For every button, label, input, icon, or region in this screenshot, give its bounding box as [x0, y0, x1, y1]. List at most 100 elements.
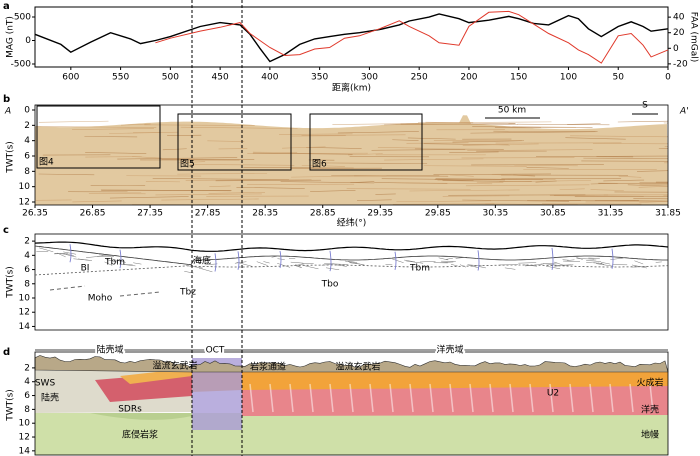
- x-tick-label: 250: [411, 73, 428, 83]
- annotation: 底侵岩浆: [122, 429, 158, 441]
- sediment-reflector: [576, 258, 595, 260]
- sediment-reflector: [631, 264, 647, 269]
- dike: [409, 383, 414, 413]
- reflector: [535, 180, 557, 183]
- dike: [449, 383, 454, 413]
- reflector: [180, 126, 298, 129]
- direction-label: S: [642, 101, 648, 111]
- annotation: Moho: [88, 294, 113, 304]
- reflector: [314, 162, 428, 164]
- sediment-reflector: [392, 258, 404, 263]
- sediment-reflector: [330, 263, 348, 265]
- annotation: 陆壳: [41, 392, 59, 404]
- reflector: [593, 143, 668, 145]
- reflector: [639, 184, 668, 186]
- sediment-reflector: [77, 258, 93, 261]
- sediment-reflector: [185, 265, 203, 269]
- sediment-reflector: [634, 260, 644, 265]
- y-tick-label: 4: [24, 136, 30, 146]
- y-tick-label: 6: [24, 152, 30, 162]
- annotation: 地幔: [641, 429, 659, 441]
- reflector: [38, 173, 95, 176]
- reflector: [161, 198, 259, 201]
- figure-box-label: 图4: [39, 157, 54, 168]
- sediment-reflector: [98, 254, 115, 257]
- sediment-reflector: [438, 257, 449, 261]
- y-tick-label: 14: [19, 322, 31, 332]
- annotation: 海底: [193, 255, 211, 267]
- annotation: Tbo: [321, 280, 339, 290]
- sediment-reflector: [63, 251, 77, 255]
- figure-box: [177, 113, 292, 171]
- reflector: [207, 140, 245, 142]
- sediment-reflector: [271, 255, 279, 258]
- sediment-reflector: [293, 264, 302, 268]
- profile-end: A': [679, 107, 689, 117]
- dike: [249, 383, 254, 413]
- sediment-reflector: [198, 267, 213, 273]
- y-tick-label: 2: [24, 237, 30, 247]
- reflector: [310, 189, 356, 192]
- reflector: [72, 200, 122, 203]
- annotation: SDRs: [118, 405, 142, 415]
- dike: [309, 383, 314, 413]
- underplating: [90, 413, 192, 420]
- y-tick-label: 10: [19, 182, 31, 192]
- reflector: [381, 178, 506, 181]
- sediment-reflector: [404, 259, 415, 263]
- moho-dash: [119, 291, 161, 297]
- reflector: [247, 152, 368, 154]
- reflector: [449, 174, 474, 177]
- y-tick-label: 12: [19, 198, 30, 208]
- sediment-reflector: [294, 263, 305, 266]
- reflector: [617, 120, 668, 123]
- reflector: [208, 191, 265, 194]
- sediment-reflector: [334, 264, 347, 267]
- reflector: [236, 186, 305, 189]
- sediment-reflector: [632, 266, 649, 268]
- reflector: [347, 153, 383, 156]
- x-tick-label: 400: [261, 73, 278, 83]
- dike: [389, 383, 394, 413]
- reflector: [394, 182, 493, 185]
- dike: [549, 383, 554, 413]
- reflector: [36, 126, 157, 128]
- dike: [469, 383, 474, 413]
- annotation: BI: [81, 264, 90, 274]
- panel-label: d: [3, 347, 10, 358]
- sediment-reflector: [325, 267, 340, 271]
- reflector: [312, 206, 390, 207]
- reflector: [567, 123, 601, 125]
- y-tick-label: 14: [19, 446, 31, 456]
- reflector: [407, 137, 456, 140]
- y-tick-label: 4: [24, 377, 30, 387]
- y2-tick-label: -20: [673, 59, 688, 69]
- reflector: [585, 201, 668, 203]
- annotation: 溢流玄武岩: [152, 360, 197, 372]
- annotation: U2: [547, 389, 559, 399]
- x-tick-label: 0: [665, 73, 671, 83]
- dike: [329, 383, 334, 413]
- x-tick-label: 29.85: [425, 209, 451, 219]
- backgrounds: [34, 105, 669, 455]
- profile-start: A: [4, 107, 11, 117]
- plot-frame: [34, 351, 669, 456]
- y-axis-label: TWT(s): [6, 266, 16, 299]
- y-tick-label: 2: [24, 363, 30, 373]
- reflector: [476, 181, 504, 184]
- dike: [529, 383, 534, 413]
- figure-box-label: 图5: [180, 159, 195, 170]
- x-tick-label: 27.85: [195, 209, 221, 219]
- sediment-reflector: [295, 264, 302, 268]
- reflector: [109, 196, 189, 199]
- magma-conduit: [279, 250, 282, 269]
- domain-label: 洋壳域: [436, 344, 463, 356]
- x-tick-label: 600: [62, 73, 79, 83]
- moho-line: [34, 264, 669, 276]
- dike: [369, 383, 374, 413]
- reflector: [209, 185, 231, 187]
- moho-dash: [49, 285, 86, 291]
- sediment-reflector: [406, 260, 424, 264]
- sediment-reflector: [455, 256, 468, 259]
- reflector: [301, 164, 345, 167]
